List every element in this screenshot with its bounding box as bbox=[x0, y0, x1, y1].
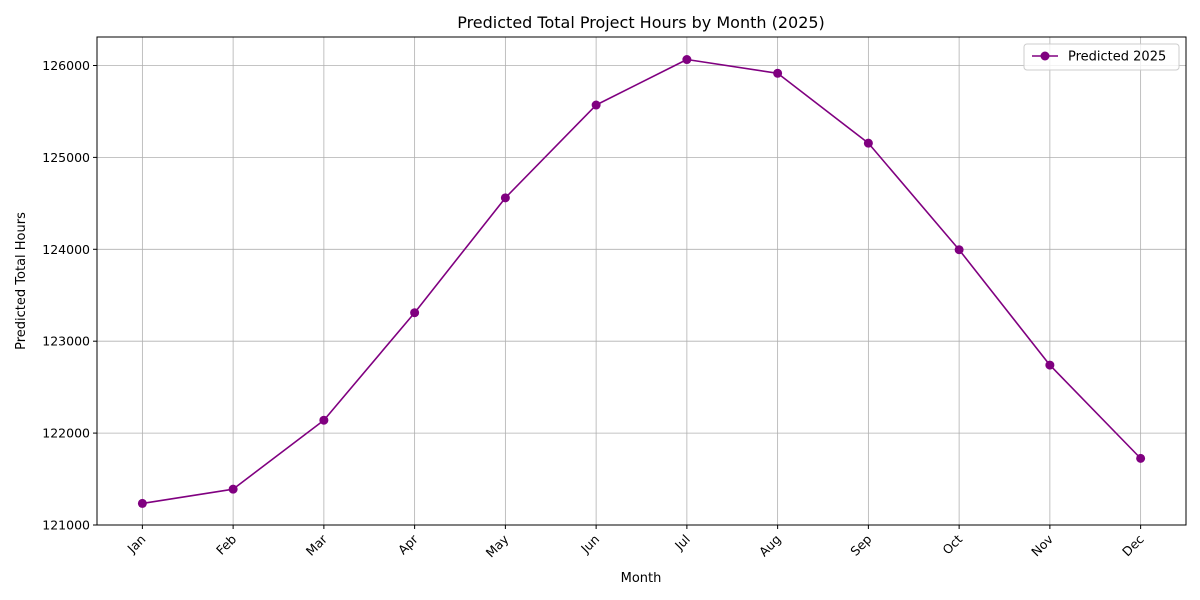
y-axis: 121000 122000 123000 124000 125000 126000 bbox=[42, 58, 97, 533]
data-point bbox=[682, 55, 692, 65]
y-tick-label: 126000 bbox=[42, 58, 90, 73]
x-tick-label: Jul bbox=[671, 532, 693, 554]
data-point bbox=[410, 308, 420, 318]
plot-frame bbox=[96, 36, 1187, 526]
x-tick-label: May bbox=[483, 531, 512, 560]
legend-label: Predicted 2025 bbox=[1068, 50, 1166, 65]
x-tick-label: Apr bbox=[395, 531, 422, 558]
y-tick-label: 123000 bbox=[42, 334, 90, 349]
x-axis-title: Month bbox=[621, 571, 662, 586]
legend-box bbox=[1023, 43, 1180, 71]
x-tick-label: Jan bbox=[124, 532, 149, 557]
data-point bbox=[500, 193, 510, 203]
y-tick-label: 122000 bbox=[42, 426, 90, 441]
y-tick-label: 121000 bbox=[42, 518, 90, 533]
y-tick-label: 125000 bbox=[42, 150, 90, 165]
data-point bbox=[319, 415, 329, 425]
data-point bbox=[863, 138, 873, 148]
legend-marker-swatch bbox=[1040, 51, 1050, 61]
data-point bbox=[228, 484, 238, 494]
x-tick-label: Mar bbox=[303, 531, 331, 559]
series-layer bbox=[137, 55, 1146, 508]
data-point bbox=[591, 100, 601, 110]
x-tick-label: Jun bbox=[577, 532, 602, 557]
x-tick-label: Aug bbox=[756, 532, 784, 560]
data-point bbox=[1045, 360, 1055, 370]
x-tick-label: Nov bbox=[1028, 531, 1056, 559]
x-axis: Jan Feb Mar Apr May Jun Jul Aug Sep Oct Nov Dec bbox=[124, 525, 1147, 560]
y-axis-title: Predicted Total Hours bbox=[14, 212, 29, 350]
chart-title: Predicted Total Project Hours by Month (… bbox=[457, 13, 825, 32]
data-point bbox=[1136, 453, 1146, 463]
data-point bbox=[773, 68, 783, 78]
grid bbox=[97, 37, 1186, 526]
x-tick-label: Sep bbox=[847, 531, 874, 558]
x-tick-label: Dec bbox=[1119, 531, 1147, 559]
x-tick-label: Oct bbox=[939, 531, 965, 557]
x-tick-label: Feb bbox=[213, 531, 239, 557]
legend: Predicted 2025 bbox=[1023, 43, 1180, 71]
data-point bbox=[137, 498, 147, 508]
data-point bbox=[954, 245, 964, 255]
y-tick-label: 124000 bbox=[42, 242, 90, 257]
series-line bbox=[142, 58, 1142, 505]
